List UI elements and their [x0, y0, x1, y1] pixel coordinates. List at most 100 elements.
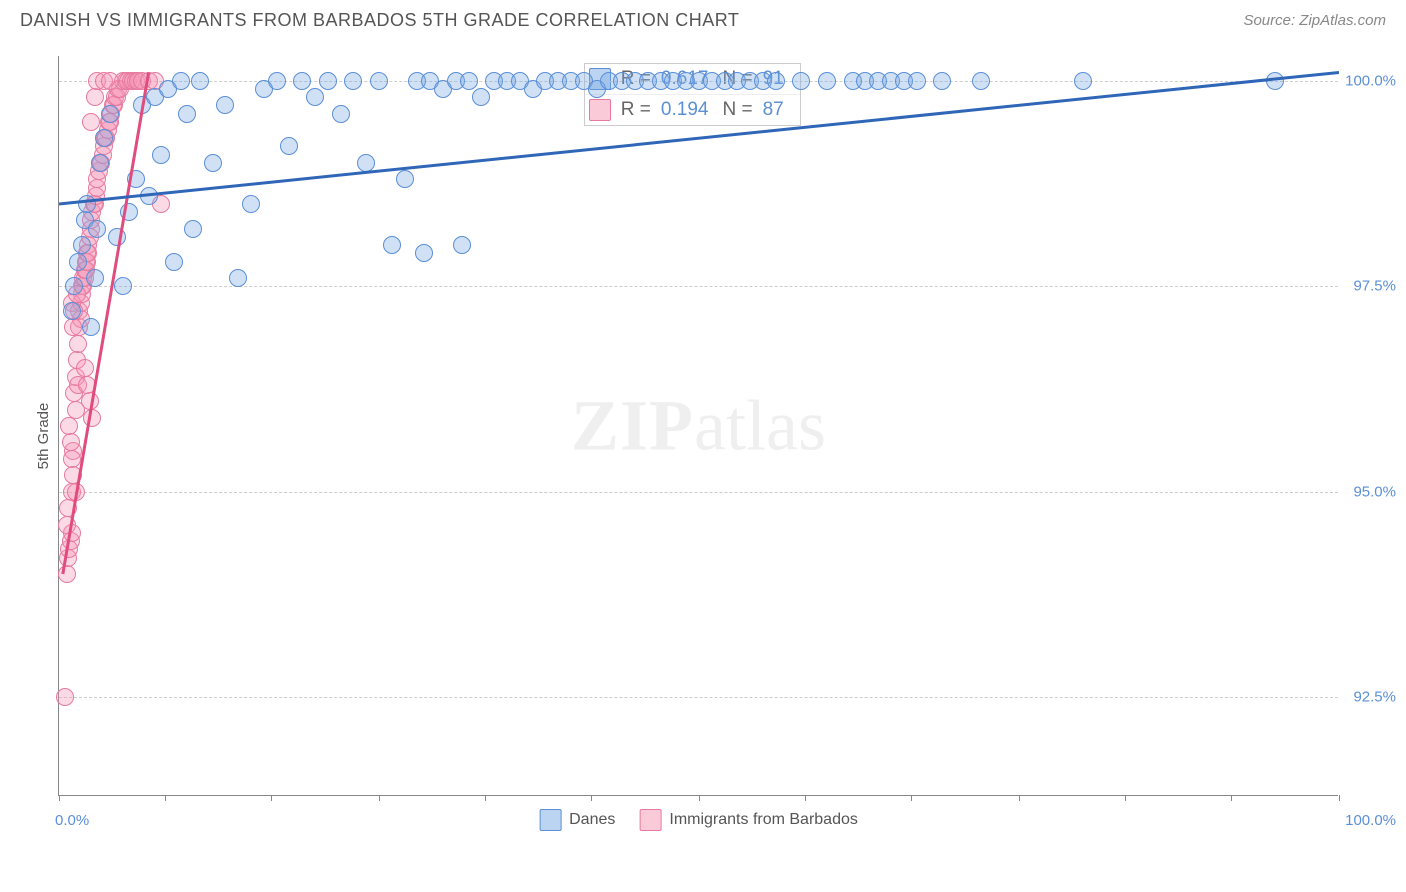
scatter-point-danes: [767, 72, 785, 90]
stats-n-label: N =: [722, 99, 752, 121]
legend-swatch-danes: [539, 809, 561, 831]
x-tick-mark: [379, 795, 380, 801]
x-tick-mark: [699, 795, 700, 801]
stats-n-value: 87: [763, 99, 784, 121]
stats-r-label: R =: [621, 99, 651, 121]
scatter-point-danes: [78, 195, 96, 213]
scatter-point-barbados: [60, 417, 78, 435]
stats-swatch: [589, 99, 611, 121]
x-tick-mark: [1231, 795, 1232, 801]
x-tick-mark: [271, 795, 272, 801]
y-tick-label: 92.5%: [1353, 689, 1396, 706]
legend-swatch-barbados: [639, 809, 661, 831]
x-tick-mark: [805, 795, 806, 801]
watermark: ZIPatlas: [571, 384, 826, 467]
scatter-point-danes: [268, 72, 286, 90]
scatter-point-barbados: [64, 466, 82, 484]
scatter-point-danes: [357, 154, 375, 172]
scatter-point-danes: [82, 318, 100, 336]
scatter-point-barbados: [101, 72, 119, 90]
scatter-point-danes: [415, 244, 433, 262]
legend-label-barbados: Immigrants from Barbados: [669, 811, 858, 829]
scatter-point-danes: [63, 302, 81, 320]
scatter-point-danes: [191, 72, 209, 90]
scatter-point-danes: [114, 277, 132, 295]
scatter-point-danes: [95, 129, 113, 147]
scatter-point-danes: [460, 72, 478, 90]
x-tick-mark: [591, 795, 592, 801]
scatter-point-barbados: [86, 88, 104, 106]
scatter-point-danes: [86, 269, 104, 287]
scatter-point-danes: [792, 72, 810, 90]
scatter-point-danes: [242, 195, 260, 213]
scatter-point-danes: [127, 170, 145, 188]
y-tick-label: 95.0%: [1353, 483, 1396, 500]
scatter-point-danes: [120, 203, 138, 221]
scatter-point-danes: [65, 277, 83, 295]
scatter-point-barbados: [59, 499, 77, 517]
scatter-point-danes: [165, 253, 183, 271]
scatter-point-barbados: [82, 113, 100, 131]
scatter-point-danes: [1074, 72, 1092, 90]
scatter-point-danes: [818, 72, 836, 90]
scatter-point-danes: [972, 72, 990, 90]
scatter-point-danes: [933, 72, 951, 90]
plot-area: ZIPatlas R =0.617N =91R =0.194N =87 Dane…: [58, 56, 1338, 796]
source-label: Source: ZipAtlas.com: [1243, 12, 1386, 29]
scatter-point-barbados: [58, 565, 76, 583]
chart-title: DANISH VS IMMIGRANTS FROM BARBADOS 5TH G…: [20, 10, 739, 31]
watermark-zip: ZIP: [571, 385, 694, 465]
scatter-point-danes: [1266, 72, 1284, 90]
x-tick-mark: [485, 795, 486, 801]
legend: Danes Immigrants from Barbados: [539, 809, 858, 831]
scatter-point-danes: [332, 105, 350, 123]
scatter-point-barbados: [69, 335, 87, 353]
scatter-point-barbados: [63, 450, 81, 468]
scatter-point-barbados: [78, 376, 96, 394]
scatter-point-danes: [108, 228, 126, 246]
scatter-point-danes: [184, 220, 202, 238]
scatter-point-barbados: [56, 688, 74, 706]
scatter-point-danes: [344, 72, 362, 90]
x-max-label: 100.0%: [1345, 812, 1396, 829]
scatter-point-barbados: [83, 409, 101, 427]
scatter-point-danes: [88, 220, 106, 238]
scatter-point-barbados: [67, 483, 85, 501]
scatter-point-danes: [280, 137, 298, 155]
chart-panel: 5th Grade ZIPatlas R =0.617N =91R =0.194…: [20, 46, 1386, 826]
legend-item-danes: Danes: [539, 809, 615, 831]
scatter-point-danes: [178, 105, 196, 123]
stats-row: R = 0.194 N = 87: [585, 95, 800, 125]
trend-layer: [59, 56, 1339, 796]
scatter-point-danes: [216, 96, 234, 114]
scatter-point-barbados: [58, 516, 76, 534]
scatter-point-danes: [204, 154, 222, 172]
scatter-point-danes: [91, 154, 109, 172]
scatter-point-barbados: [81, 392, 99, 410]
gridline: [59, 286, 1338, 287]
scatter-point-danes: [152, 146, 170, 164]
scatter-point-danes: [319, 72, 337, 90]
scatter-point-danes: [472, 88, 490, 106]
scatter-point-danes: [69, 253, 87, 271]
x-tick-mark: [911, 795, 912, 801]
gridline: [59, 492, 1338, 493]
scatter-point-barbados: [62, 433, 80, 451]
scatter-point-danes: [396, 170, 414, 188]
y-tick-label: 100.0%: [1345, 72, 1396, 89]
stats-r-value: 0.194: [661, 99, 709, 121]
scatter-point-danes: [908, 72, 926, 90]
x-tick-mark: [1339, 795, 1340, 801]
x-tick-mark: [59, 795, 60, 801]
x-min-label: 0.0%: [55, 812, 89, 829]
scatter-point-danes: [101, 105, 119, 123]
legend-item-barbados: Immigrants from Barbados: [639, 809, 858, 831]
y-axis-label: 5th Grade: [35, 403, 52, 470]
scatter-point-danes: [293, 72, 311, 90]
gridline: [59, 697, 1338, 698]
x-tick-mark: [165, 795, 166, 801]
scatter-point-barbados: [64, 318, 82, 336]
scatter-point-danes: [172, 72, 190, 90]
scatter-point-danes: [140, 187, 158, 205]
watermark-atlas: atlas: [694, 385, 826, 465]
